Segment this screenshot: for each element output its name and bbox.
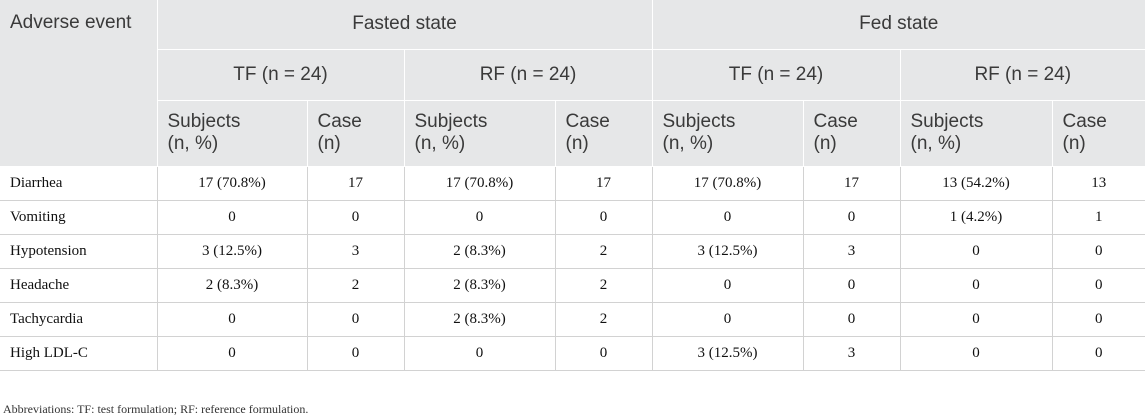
table-cell: 2 (8.3%) [404,302,556,337]
table-row: High LDL-C 0 0 0 0 3 (12.5%) 3 0 0 [0,336,1145,371]
table-cell: 2 (8.3%) [404,234,556,269]
table-cell: 0 [803,200,901,235]
table-cell: 0 [404,336,556,371]
table-cell: 17 [307,165,405,201]
adverse-event-header: Adverse event [0,0,158,167]
table-cell: 3 (12.5%) [652,336,804,371]
table-footnote: Abbreviations: TF: test formulation; RF:… [3,402,309,416]
table-cell: 0 [652,268,804,303]
table-cell: 0 [307,336,405,371]
table-cell: 0 [1052,336,1145,371]
table-cell: 0 [307,302,405,337]
table-cell: 0 [803,302,901,337]
table-row: Hypotension 3 (12.5%) 3 2 (8.3%) 2 3 (12… [0,234,1145,269]
table-cell: 2 (8.3%) [404,268,556,303]
case-header: Case (n) [1052,100,1145,167]
fed-rf-header: RF (n = 24) [900,49,1145,101]
fasted-rf-header: RF (n = 24) [404,49,653,101]
table-cell: 0 [1052,234,1145,269]
event-name: Hypotension [0,234,158,269]
table-cell: 3 (12.5%) [652,234,804,269]
subjects-header: Subjects (n, %) [404,100,556,167]
subjects-header: Subjects (n, %) [157,100,308,167]
table-cell: 17 [803,165,901,201]
table-cell: 3 [803,336,901,371]
event-name: Diarrhea [0,165,158,201]
event-name: Headache [0,268,158,303]
table-cell: 3 (12.5%) [157,234,308,269]
table-cell: 0 [652,200,804,235]
table-body: Diarrhea 17 (70.8%) 17 17 (70.8%) 17 17 … [0,165,1145,371]
subjects-header: Subjects (n, %) [652,100,804,167]
table-cell: 0 [900,234,1053,269]
table-cell: 0 [307,200,405,235]
table-cell: 2 [555,234,653,269]
table-cell: 0 [652,302,804,337]
table-cell: 1 [1052,200,1145,235]
table-cell: 0 [404,200,556,235]
event-name: High LDL-C [0,336,158,371]
fasted-tf-header: TF (n = 24) [157,49,405,101]
adverse-events-table: Adverse event Fasted state Fed state TF … [0,0,1145,371]
case-header: Case (n) [555,100,653,167]
table-cell: 17 (70.8%) [157,165,308,201]
table-row: Diarrhea 17 (70.8%) 17 17 (70.8%) 17 17 … [0,165,1145,201]
table-cell: 2 [307,268,405,303]
table-cell: 0 [157,336,308,371]
case-header: Case (n) [803,100,901,167]
table-cell: 0 [555,336,653,371]
table-cell: 0 [157,302,308,337]
table-cell: 2 [555,268,653,303]
table-row: Tachycardia 0 0 2 (8.3%) 2 0 0 0 0 [0,302,1145,337]
table-cell: 2 (8.3%) [157,268,308,303]
table-cell: 3 [803,234,901,269]
table-row: Headache 2 (8.3%) 2 2 (8.3%) 2 0 0 0 0 [0,268,1145,303]
table-cell: 0 [1052,302,1145,337]
table-row: Vomiting 0 0 0 0 0 0 1 (4.2%) 1 [0,200,1145,235]
case-header: Case (n) [307,100,405,167]
table-cell: 2 [555,302,653,337]
table-cell: 3 [307,234,405,269]
fed-state-header: Fed state [652,0,1145,50]
event-name: Tachycardia [0,302,158,337]
event-name: Vomiting [0,200,158,235]
table-cell: 13 [1052,165,1145,201]
table-cell: 0 [1052,268,1145,303]
table-cell: 0 [555,200,653,235]
subjects-header: Subjects (n, %) [900,100,1053,167]
table-cell: 17 [555,165,653,201]
table-cell: 0 [900,268,1053,303]
table-cell: 0 [900,336,1053,371]
table-cell: 17 (70.8%) [652,165,804,201]
table-cell: 0 [803,268,901,303]
table-cell: 0 [900,302,1053,337]
table-cell: 1 (4.2%) [900,200,1053,235]
table-cell: 13 (54.2%) [900,165,1053,201]
fed-tf-header: TF (n = 24) [652,49,901,101]
fasted-state-header: Fasted state [157,0,653,50]
table-cell: 17 (70.8%) [404,165,556,201]
table-cell: 0 [157,200,308,235]
table-header: Adverse event Fasted state Fed state TF … [0,0,1145,167]
